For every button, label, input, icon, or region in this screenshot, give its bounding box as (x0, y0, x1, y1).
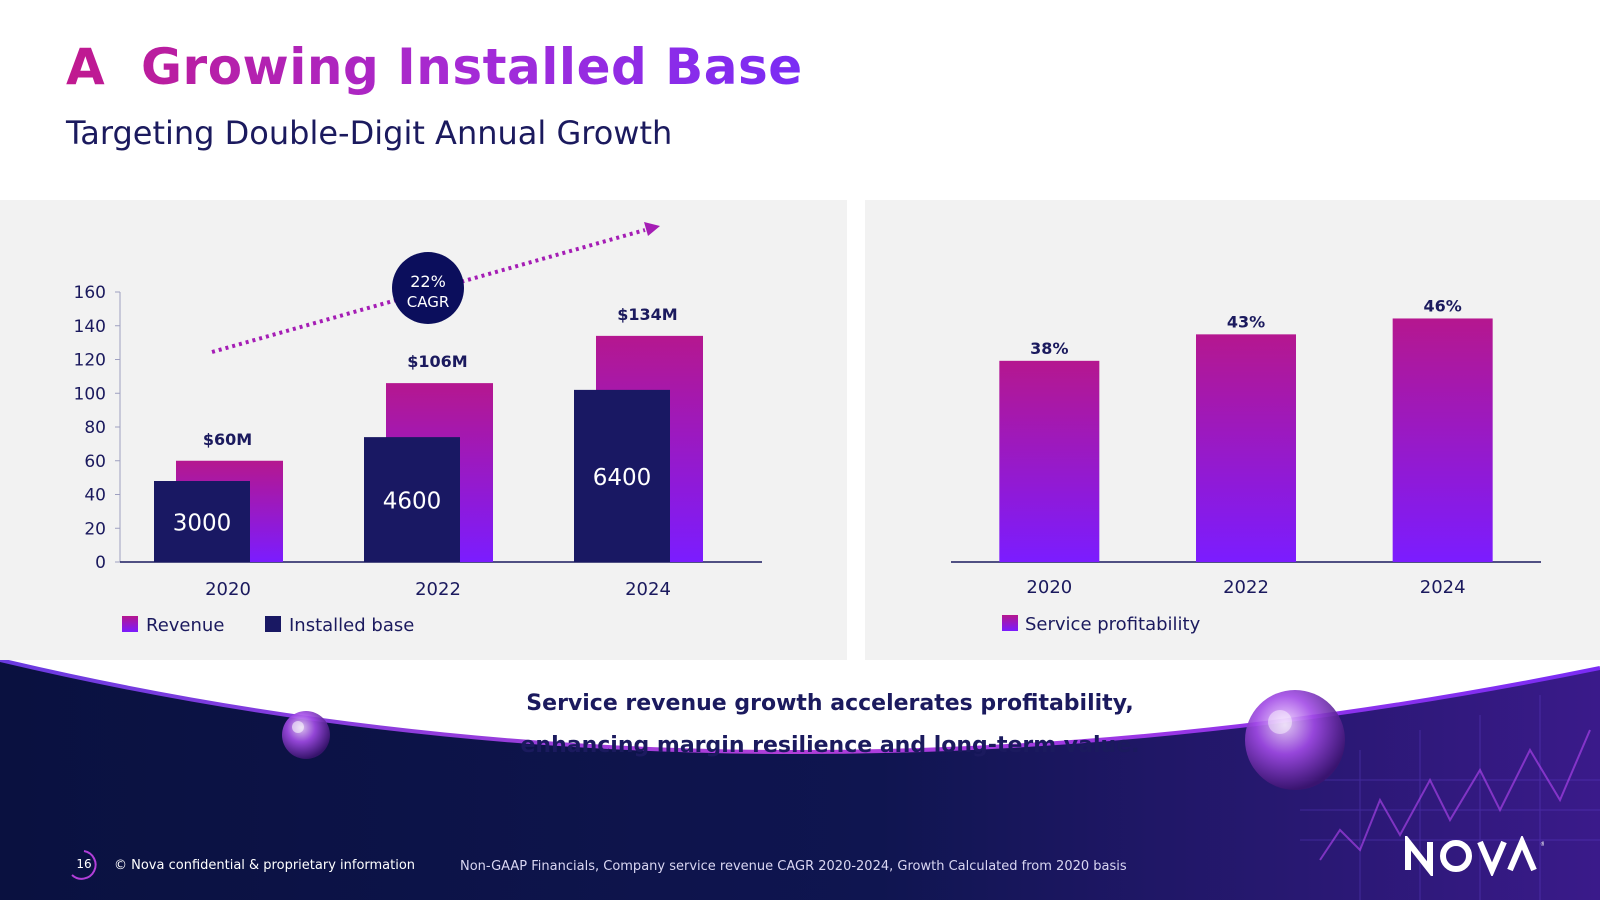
legend-revenue-label: Revenue (146, 615, 224, 636)
revenue-data-label: $134M (617, 305, 677, 324)
footnote-text: Non-GAAP Financials, Company service rev… (460, 859, 1127, 874)
page-number-ring (71, 850, 97, 880)
legend-profitability-label: Service profitability (1025, 614, 1201, 635)
profitability-chart-panel: 38% 2020 43% 2022 46% 2024 Service profitabili… (865, 200, 1600, 665)
x-tick-label: 2024 (625, 579, 671, 600)
profitability-data-label: 43% (1227, 312, 1265, 331)
footer-background (0, 660, 1600, 900)
page-number-badge: 16 (66, 849, 102, 881)
y-tick-label: 160 (74, 283, 106, 303)
installed-base-data-label: 4600 (383, 489, 442, 515)
legend-profitability-swatch (1002, 615, 1018, 631)
x-tick-label: 2024 (1420, 577, 1466, 598)
legend-installed-base-swatch (265, 616, 281, 632)
revenue-data-label: $60M (203, 430, 252, 449)
legend-revenue-swatch (122, 616, 138, 632)
page-subtitle: Targeting Double-Digit Annual Growth (66, 114, 673, 152)
y-tick-label: 120 (74, 351, 106, 371)
profitability-data-label: 46% (1424, 296, 1462, 315)
cagr-badge (392, 252, 464, 324)
profitability-data-label: 38% (1030, 339, 1068, 358)
revenue-installed-base-chart: 0 20 40 60 80 100 120 140 160 $60M 3000 2020 $106M 46… (74, 222, 762, 636)
summary-line-1: Service revenue growth accelerates profi… (526, 691, 1134, 716)
y-tick-label: 60 (84, 452, 106, 472)
installed-base-data-label: 6400 (593, 465, 652, 491)
profitability-bar (1392, 318, 1493, 562)
summary-line-2: enhancing margin resilience and long-ter… (520, 733, 1140, 758)
profitability-bar (1196, 334, 1296, 562)
y-tick-label: 0 (95, 553, 106, 573)
installed-base-data-label: 3000 (173, 511, 232, 537)
legend-installed-base-label: Installed base (289, 615, 414, 636)
y-tick-label: 80 (84, 418, 106, 438)
logo-trademark: ® (1540, 841, 1544, 848)
service-profitability-chart: 38% 2020 43% 2022 46% 2024 Service profitabili… (951, 296, 1541, 635)
y-tick-label: 140 (74, 317, 106, 337)
y-tick-label: 20 (84, 519, 106, 539)
y-tick-label: 100 (74, 384, 106, 404)
revenue-data-label: $106M (407, 352, 467, 371)
cagr-value: 22% (410, 272, 446, 291)
installed-base-bar (574, 389, 670, 562)
cagr-label: CAGR (407, 293, 450, 311)
profitability-bar (999, 360, 1100, 562)
cagr-arrowhead (644, 222, 660, 236)
installed-base-bar (364, 437, 460, 562)
x-tick-label: 2022 (415, 579, 461, 600)
installed-base-bar (154, 481, 250, 562)
x-tick-label: 2022 (1223, 577, 1269, 598)
revenue-chart-panel: 0 20 40 60 80 100 120 140 160 $60M 3000 2020 $106M 46… (0, 200, 847, 665)
x-tick-label: 2020 (205, 579, 251, 600)
nova-logo: ® (1405, 836, 1544, 876)
page-number: 16 (76, 857, 92, 871)
copyright-text: © Nova confidential & proprietary inform… (114, 858, 416, 873)
page-title: A Growing Installed Base (66, 38, 803, 96)
y-tick-label: 40 (84, 486, 106, 506)
x-tick-label: 2020 (1026, 577, 1072, 598)
